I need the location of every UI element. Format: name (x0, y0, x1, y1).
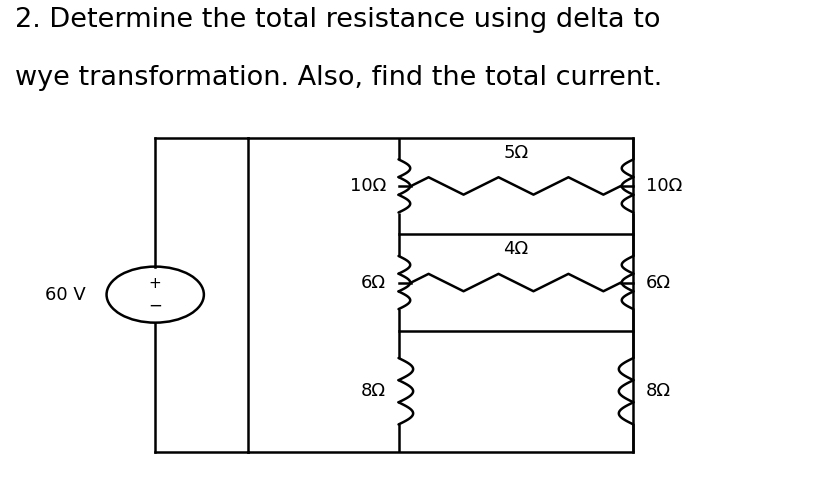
Text: wye transformation. Also, find the total current.: wye transformation. Also, find the total… (15, 65, 662, 91)
Text: 6Ω: 6Ω (361, 273, 386, 292)
Text: 5Ω: 5Ω (503, 144, 529, 162)
Text: 6Ω: 6Ω (646, 273, 671, 292)
Text: +: + (149, 276, 162, 291)
Text: 8Ω: 8Ω (646, 382, 671, 400)
Text: 60 V: 60 V (44, 285, 86, 304)
Text: 10Ω: 10Ω (350, 177, 386, 195)
Text: −: − (149, 296, 162, 314)
Text: 2. Determine the total resistance using delta to: 2. Determine the total resistance using … (15, 7, 660, 33)
Text: 10Ω: 10Ω (646, 177, 682, 195)
Text: 4Ω: 4Ω (503, 241, 529, 258)
Text: 8Ω: 8Ω (361, 382, 386, 400)
